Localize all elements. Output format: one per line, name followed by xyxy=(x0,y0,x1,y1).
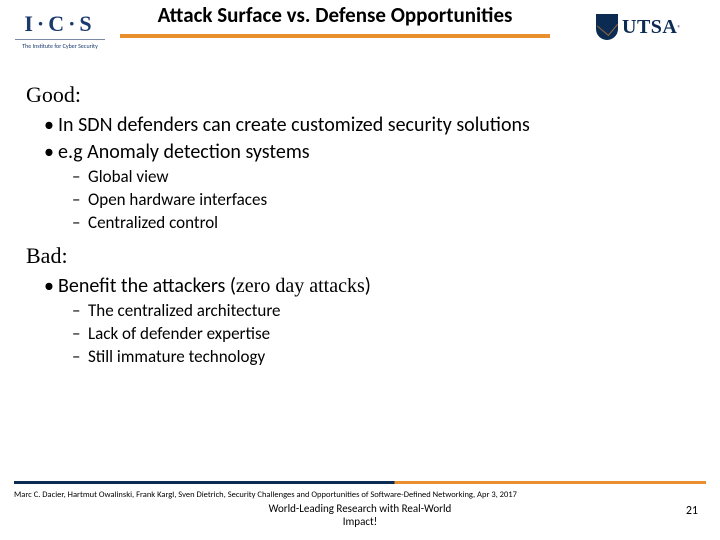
slide-body: Good: In SDN defenders can create custom… xyxy=(26,80,694,369)
bad-bullet-emphasis: zero day attacks xyxy=(236,275,365,297)
bad-heading: Bad: xyxy=(26,243,694,269)
logo-utsa-text: UTSA xyxy=(622,16,677,39)
good-heading: Good: xyxy=(26,82,694,108)
good-bullet-2: e.g Anomaly detection systems xyxy=(44,139,694,166)
logo-utsa: UTSA® xyxy=(596,10,706,44)
logo-ics-text: I·C·S xyxy=(24,11,95,37)
bad-subbullet-2: Lack of defender expertise xyxy=(72,323,694,346)
logo-ics-subtitle: The Institute for Cyber Security xyxy=(22,42,98,50)
logo-ics-divider xyxy=(15,39,105,40)
shield-icon xyxy=(596,14,618,40)
title-wrap: Attack Surface vs. Defense Opportunities xyxy=(120,2,550,38)
good-subbullet-3: Centralized control xyxy=(72,212,694,235)
page-number: 21 xyxy=(686,504,698,518)
bad-bullet-post: ) xyxy=(365,274,371,298)
bad-bullet-pre: Benefit the attackers ( xyxy=(58,274,236,298)
slide-title: Attack Surface vs. Defense Opportunities xyxy=(120,2,550,28)
slide: I·C·S The Institute for Cyber Security A… xyxy=(0,0,720,540)
header: I·C·S The Institute for Cyber Security A… xyxy=(0,0,720,60)
footer-tagline-l2: Impact! xyxy=(343,515,378,528)
good-bullet-1: In SDN defenders can create customized s… xyxy=(44,112,694,139)
good-subbullet-1: Global view xyxy=(72,166,694,189)
footer-rule xyxy=(14,481,706,484)
bad-subbullet-1: The centralized architecture xyxy=(72,300,694,323)
footer-tagline: World-Leading Research with Real-World I… xyxy=(0,502,720,528)
logo-ics: I·C·S The Institute for Cyber Security xyxy=(12,6,108,54)
footer-citation: Marc C. Dacier, Hartmut Owalinski, Frank… xyxy=(14,490,706,500)
footer-tagline-l1: World-Leading Research with Real-World xyxy=(269,502,452,515)
bad-subbullet-3: Still immature technology xyxy=(72,346,694,369)
title-underline xyxy=(120,34,550,38)
good-subbullet-2: Open hardware interfaces xyxy=(72,189,694,212)
bad-bullet-1: Benefit the attackers (zero day attacks) xyxy=(44,273,694,300)
trademark-icon: ® xyxy=(677,23,681,32)
